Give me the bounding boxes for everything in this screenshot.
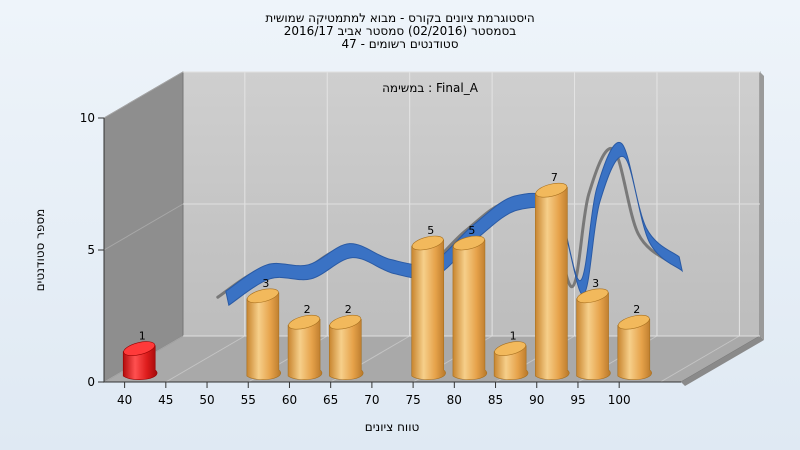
bar-body — [576, 292, 611, 380]
bar-body — [617, 318, 652, 380]
bar: 7 — [535, 171, 570, 380]
x-tick-label: 75 — [405, 393, 420, 407]
bar-body — [452, 239, 488, 380]
bar-top — [617, 314, 650, 330]
x-tick-label: 100 — [608, 393, 631, 407]
back-edge — [760, 72, 764, 340]
bar-body — [328, 318, 364, 380]
bar-value-label: 2 — [633, 303, 640, 316]
bar-value-label: 7 — [551, 171, 558, 184]
bar-top — [411, 235, 444, 251]
bar: 2 — [287, 303, 323, 380]
y-axis-title: מספר סטודנטים — [33, 209, 47, 292]
x-tick-label: 45 — [158, 393, 173, 407]
title-line-1: היסטוגרמת ציונים בקורס - מבוא למתמטיקה ש… — [265, 11, 534, 25]
bar-value-label: 3 — [262, 277, 269, 290]
grid-line-floor — [165, 335, 246, 383]
x-tick-label: 40 — [117, 393, 132, 407]
y-tick-label: 5 — [87, 243, 95, 257]
task-annotation: במשימה : Final_A — [382, 81, 479, 95]
chart-title: היסטוגרמת ציונים בקורס - מבוא למתמטיקה ש… — [265, 11, 534, 51]
bar: 5 — [411, 224, 446, 380]
bar: 3 — [246, 277, 281, 380]
bar-top — [288, 314, 320, 330]
grid-line-side — [103, 203, 184, 251]
x-axis-title: טווח ציונים — [365, 420, 420, 434]
bar-top — [535, 182, 568, 198]
bar-value-label: 1 — [139, 330, 146, 343]
bar-body — [411, 239, 446, 380]
bar-top — [246, 288, 279, 304]
grid-line-floor — [660, 335, 740, 383]
x-tick-label: 80 — [447, 393, 462, 407]
y-tick-label: 10 — [80, 111, 95, 125]
bar-value-label: 3 — [592, 277, 599, 290]
bar-top — [329, 314, 362, 330]
bar-top — [453, 235, 485, 251]
title-line-2: בסמסטר (02/2016) סמסטר אביב 2016/17 — [284, 24, 516, 38]
bar-top — [494, 341, 527, 356]
bar: 2 — [328, 303, 364, 380]
bars: 1 3 2 2 5 5 1 7 3 2 — [122, 171, 652, 380]
y-axis: 0 5 10 — [80, 111, 105, 389]
grid-line-side — [103, 71, 184, 119]
bar-top — [123, 341, 156, 356]
bar-body — [287, 318, 323, 380]
bar-value-label: 1 — [510, 330, 517, 343]
x-tick-label: 60 — [282, 393, 297, 407]
floor-edge — [681, 336, 764, 386]
bar-value-label: 2 — [304, 303, 311, 316]
bar-body — [535, 186, 570, 380]
y-tick-label: 0 — [87, 375, 95, 389]
bar-value-label: 5 — [468, 224, 475, 237]
x-tick-label: 95 — [570, 393, 585, 407]
x-tick-label: 70 — [364, 393, 379, 407]
bar: 1 — [493, 330, 529, 380]
bar: 2 — [617, 303, 652, 380]
title-line-3: סטודנטים רשומים - 47 — [341, 37, 458, 51]
bar: 5 — [452, 224, 488, 380]
bar: 1 — [122, 330, 158, 380]
x-tick-label: 85 — [488, 393, 503, 407]
x-tick-label: 55 — [241, 393, 256, 407]
bar-top — [576, 288, 609, 304]
x-axis: 40 45 50 55 60 65 70 75 80 85 90 95 100 — [104, 381, 681, 407]
x-tick-label: 90 — [529, 393, 544, 407]
x-tick-label: 65 — [323, 393, 338, 407]
bar-body — [246, 292, 281, 380]
bar: 3 — [576, 277, 611, 380]
x-tick-label: 50 — [199, 393, 214, 407]
bar-value-label: 2 — [345, 303, 352, 316]
bar-value-label: 5 — [427, 224, 434, 237]
